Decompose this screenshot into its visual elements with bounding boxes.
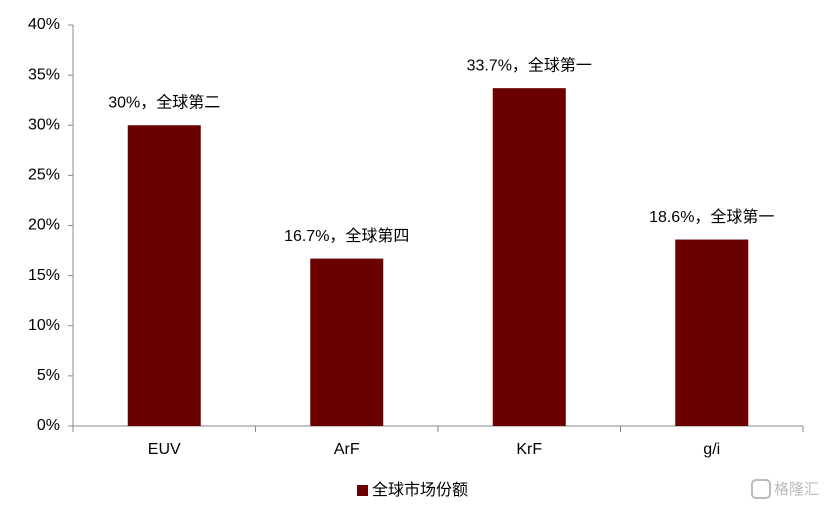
bar [675, 239, 749, 426]
value-label: 30%，全球第二 [108, 93, 220, 111]
y-tick-label: 0% [37, 417, 60, 434]
y-tick-label: 25% [28, 167, 60, 184]
x-tick-label: KrF [516, 441, 542, 458]
value-label: 16.7%，全球第四 [284, 227, 409, 245]
y-tick-label: 30% [28, 116, 60, 133]
x-tick-label: g/i [703, 441, 720, 458]
y-tick-label: 40% [28, 16, 60, 33]
x-tick-label: ArF [334, 441, 360, 458]
y-tick-label: 5% [37, 367, 60, 384]
value-label: 18.6%，全球第一 [649, 208, 774, 226]
bar [492, 88, 566, 426]
x-tick-label: EUV [148, 441, 181, 458]
watermark: 格隆汇 [774, 481, 819, 498]
y-tick-label: 35% [28, 66, 60, 83]
y-tick-label: 10% [28, 317, 60, 334]
value-label: 33.7%，全球第一 [467, 56, 592, 74]
legend-swatch [357, 485, 368, 496]
y-tick-label: 20% [28, 217, 60, 234]
watermark-icon [751, 479, 771, 499]
legend-label: 全球市场份额 [372, 481, 468, 499]
bar [127, 125, 201, 426]
y-tick-label: 15% [28, 267, 60, 284]
bar [310, 258, 384, 426]
